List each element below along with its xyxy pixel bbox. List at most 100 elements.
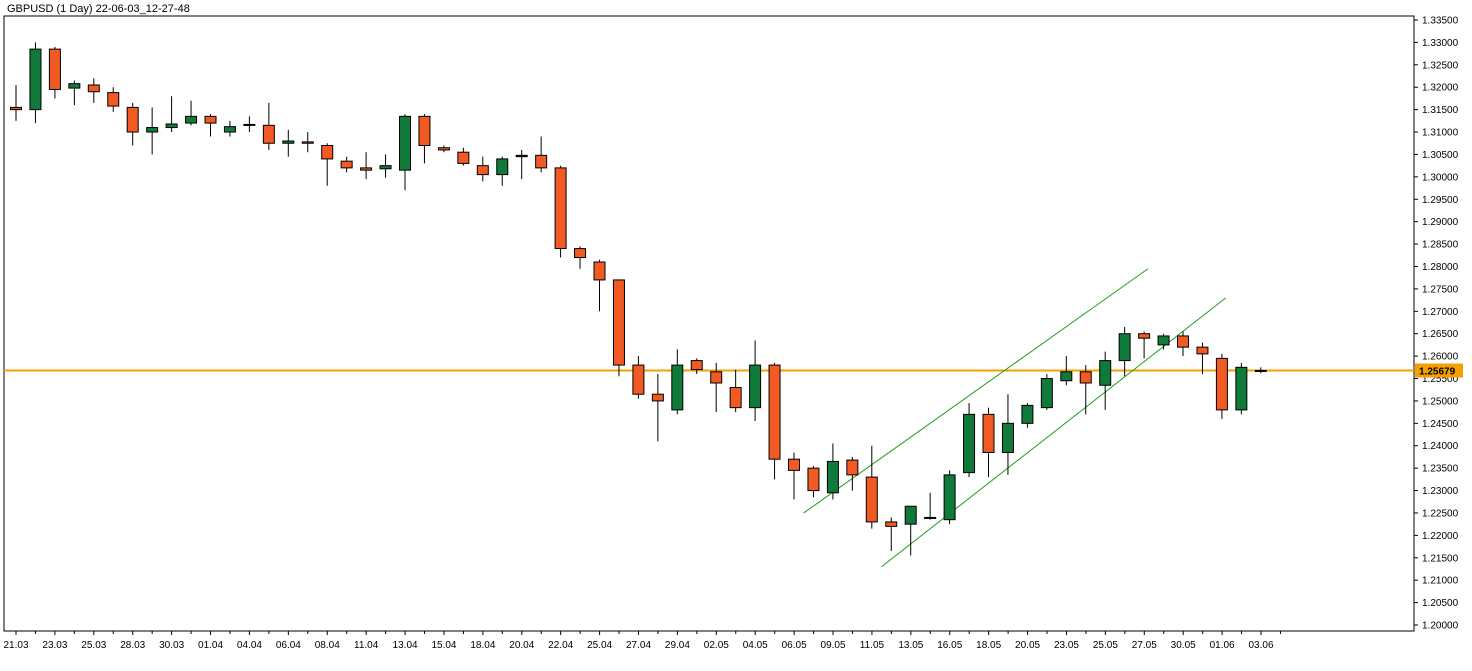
candle-body [1254,369,1267,372]
candle-body [612,279,625,366]
candles [10,42,1267,556]
candle-body [690,360,703,371]
candle-body [632,364,645,395]
x-tick-label: 20.05 [1015,640,1040,651]
x-tick-label: 27.05 [1132,640,1157,651]
candle-body [457,151,470,164]
x-tick-label: 15.04 [431,640,456,651]
candle-body [399,115,411,171]
candle-body [904,505,917,525]
x-tick-label: 30.03 [159,640,184,651]
x-tick-label: 18.05 [976,640,1001,651]
candle-body [593,261,606,281]
candle-body [943,474,956,521]
candle-body [107,92,120,107]
x-tick-label: 06.04 [276,640,301,651]
x-tick-label: 01.06 [1210,640,1235,651]
y-tick-label: 1.29500 [1422,195,1459,206]
x-tick-label: 06.05 [782,640,807,651]
price-axis: 1.33500 1.33000 1.32500 1.32000 1.31500 1.310… [1414,16,1459,632]
x-tick-label: 04.05 [743,640,768,651]
candle-body [282,140,295,144]
y-tick-label: 1.27500 [1422,284,1459,295]
y-tick-label: 1.33000 [1422,38,1459,49]
chart-title: GBPUSD (1 Day) 22-06-03_12-27-48 [7,3,190,15]
candle-body [535,154,548,169]
y-tick-label: 1.30500 [1422,150,1459,161]
y-tick-label: 1.22000 [1422,531,1459,542]
candle-body [204,115,217,124]
candle-body [1099,360,1112,386]
y-tick-label: 1.29000 [1422,217,1459,228]
x-tick-label: 02.05 [704,640,729,651]
x-tick-label: 03.06 [1248,640,1273,651]
candle-body [126,106,139,133]
y-tick-label: 1.31500 [1422,105,1459,116]
x-tick-label: 22.04 [548,640,573,651]
candle-body [1157,335,1170,346]
candle-body [1215,357,1228,411]
x-tick-label: 11.04 [354,640,379,651]
x-tick-label: 11.05 [860,640,885,651]
candle-body [379,165,392,170]
y-tick-label: 1.33500 [1422,16,1459,27]
candle-body [496,158,509,176]
candle-body [437,147,450,151]
y-tick-label: 1.27000 [1422,307,1459,318]
y-tick-label: 1.23000 [1422,486,1459,497]
candle-body [963,413,976,474]
channel-line [803,268,1149,514]
candle-body [729,386,742,409]
x-tick-label: 08.04 [315,640,340,651]
candle-body [1118,333,1131,362]
x-tick-label: 28.03 [120,640,145,651]
x-tick-label: 25.05 [1093,640,1118,651]
candle-body [146,127,159,133]
current-price-marker: 1.25679 [1415,363,1463,378]
y-tick-label: 1.32500 [1422,60,1459,71]
y-tick-label: 1.23500 [1422,464,1459,475]
candle-body [48,48,61,90]
candle-body [885,521,898,527]
x-tick-label: 23.05 [1054,640,1079,651]
x-tick-label: 18.04 [470,640,495,651]
x-tick-label: 20.04 [509,640,534,651]
x-tick-label: 27.04 [626,640,651,651]
candle-body [68,83,81,89]
y-tick-label: 1.21500 [1422,553,1459,564]
x-tick-label: 01.04 [198,640,223,651]
candle-body [807,467,820,492]
candle-body [243,123,256,126]
y-tick-label: 1.26500 [1422,329,1459,340]
x-tick-label: 13.05 [898,640,923,651]
candle-body [29,48,42,111]
x-tick-label: 13.04 [393,640,418,651]
candle-body [321,144,334,160]
candle-body [360,167,373,171]
x-tick-label: 21.03 [3,640,28,651]
candle-body [185,115,198,124]
candle-body [476,165,489,176]
candle-body [515,154,528,158]
y-tick-label: 1.20000 [1422,621,1459,632]
candle-body [1040,378,1053,409]
candle-body [1177,335,1189,348]
candle-body [1235,366,1248,411]
y-tick-label: 1.28500 [1422,240,1459,251]
x-tick-label: 04.04 [237,640,262,651]
candle-body [710,371,723,384]
candle-body [826,460,839,494]
x-tick-label: 29.04 [665,640,690,651]
y-tick-label: 1.31000 [1422,128,1459,139]
y-tick-label: 1.32000 [1422,83,1459,94]
y-tick-label: 1.30000 [1422,172,1459,183]
date-axis: 21.03 23.03 25.03 28.03 30.03 01.04 04.04 06.04… [3,631,1281,651]
y-tick-label: 1.24000 [1422,441,1459,452]
y-tick-label: 1.21000 [1422,576,1459,587]
x-tick-label: 09.05 [821,640,846,651]
candle-body [1001,422,1014,453]
candle-body [749,364,762,409]
candle-body [1021,404,1034,424]
candle-body [165,123,178,129]
candle-body [10,106,22,111]
